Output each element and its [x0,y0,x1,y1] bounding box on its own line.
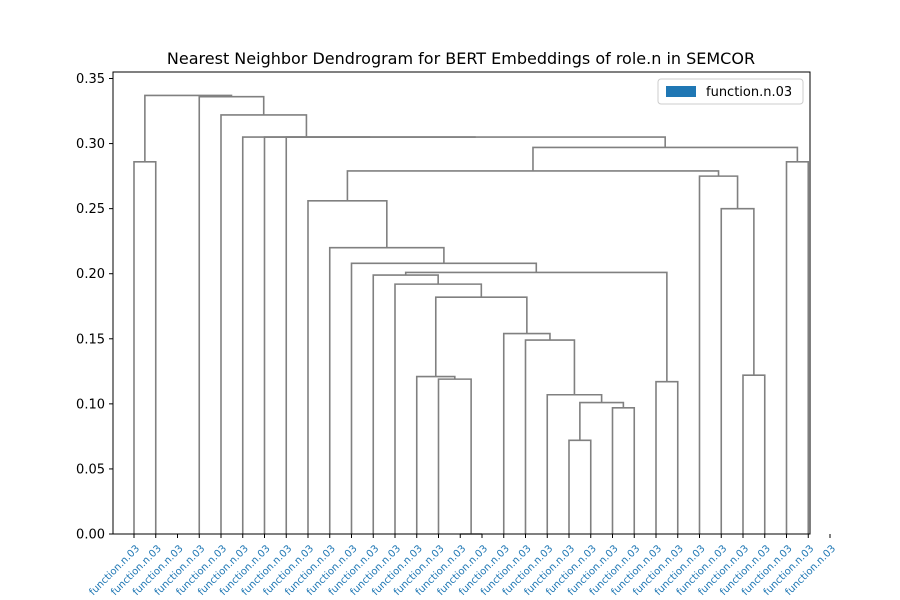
y-tick-label: 0.20 [76,267,105,282]
dendrogram-link [404,271,668,382]
dendrogram-link [611,406,636,534]
dendrogram-link [307,200,388,534]
y-axis: 0.00 0.05 0.10 0.15 0.20 0.25 0.30 0.35 [76,72,113,543]
dendrogram-link [350,262,538,534]
y-tick-label: 0.25 [76,202,105,217]
dendrogram-link [655,380,679,534]
legend-box [657,78,804,105]
legend-swatch [666,86,696,97]
dendrogram-link [437,378,472,534]
dendrogram-link [346,170,720,201]
plot-frame [112,71,811,535]
y-tick-label: 0.30 [76,137,105,152]
dendrogram-link [502,332,551,534]
legend-label: function.n.03 [706,85,792,100]
y-tick-label: 0.15 [76,332,105,347]
dendrogram-link [394,283,483,534]
y-tick-label: 0.10 [76,397,105,412]
dendrogram-link [372,274,439,534]
dendrogram-link [328,246,445,534]
dendrogram-link [434,296,528,377]
dendrogram-link [742,374,766,534]
dendrogram-link [285,136,666,534]
dendrogram-link [579,401,625,441]
y-tick-label: 0.35 [76,72,105,87]
dendrogram-link [524,339,576,534]
chart-title: Nearest Neighbor Dendrogram for BERT Emb… [167,49,755,68]
x-axis: function.n.03function.n.03function.n.03f… [87,534,838,598]
dendrogram-link [698,175,739,534]
dendrogram-link [415,375,456,534]
dendrogram-link [720,207,755,534]
dendrogram-link [568,439,592,534]
y-tick-label: 0.00 [76,528,105,543]
dendrogram-link [546,393,603,534]
dendrogram-link [241,136,371,534]
dendrogram-link [198,95,265,534]
dendrogram-link [785,160,810,534]
dendrogram-link [144,94,233,162]
dendrogram-link [263,136,476,534]
dendrogram-links [133,94,810,535]
dendrogram-link [532,146,799,171]
dendrogram-link [133,160,157,534]
y-tick-label: 0.05 [76,462,105,477]
legend: function.n.03 [657,78,804,105]
